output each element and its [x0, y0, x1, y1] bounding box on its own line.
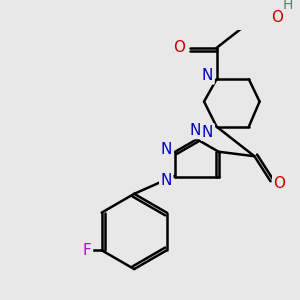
Text: F: F: [83, 243, 92, 258]
Text: H: H: [283, 0, 293, 12]
Text: O: O: [274, 176, 286, 190]
Text: N: N: [189, 123, 201, 138]
Text: N: N: [160, 173, 172, 188]
Text: N: N: [202, 124, 213, 140]
Text: O: O: [272, 10, 284, 25]
Text: N: N: [160, 142, 172, 158]
Text: N: N: [202, 68, 213, 83]
Text: O: O: [173, 40, 185, 56]
